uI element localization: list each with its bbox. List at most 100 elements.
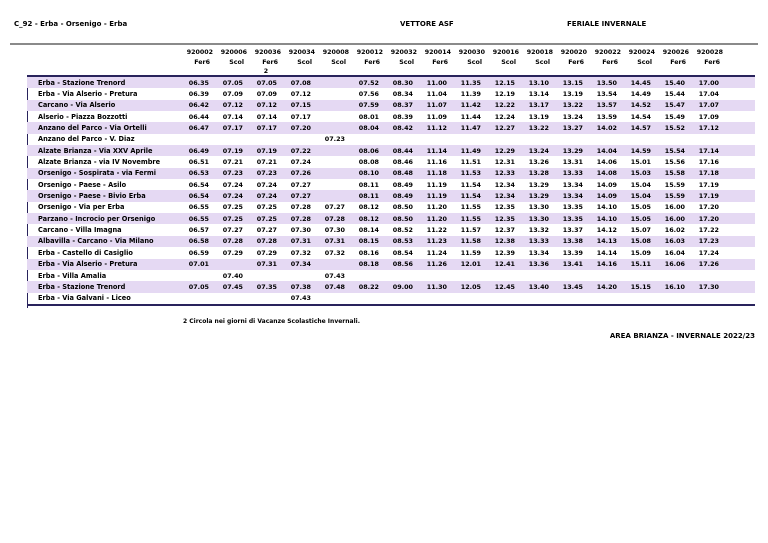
time-cell: 14.54 [630, 112, 651, 121]
time-cell [487, 270, 521, 281]
area-footer: AREA BRIANZA - INVERNALE 2022/23 [609, 332, 755, 340]
time-cell: 07.19 [256, 146, 277, 155]
time-cell: 08.22 [358, 282, 379, 291]
run-note-marker [555, 66, 589, 77]
time-cell: 07.24 [256, 180, 277, 189]
time-cell: 13.10 [528, 78, 549, 87]
time-cell: 14.14 [596, 248, 617, 257]
time-cell: 12.41 [494, 260, 515, 269]
time-cell: 07.24 [290, 158, 311, 167]
row-filler [725, 281, 755, 292]
run-note-marker [691, 66, 725, 77]
time-cell: 13.35 [562, 203, 583, 212]
run-day-type: Fer6 [262, 59, 278, 66]
time-cell: 17.12 [698, 124, 719, 133]
time-cell: 07.24 [222, 192, 243, 201]
time-cell: 13.37 [562, 226, 583, 235]
time-cell: 06.57 [188, 226, 209, 235]
time-cell: 14.06 [596, 158, 617, 167]
time-cell: 15.40 [664, 78, 685, 87]
time-cell [657, 134, 691, 145]
run-code: 920030 [458, 49, 485, 56]
time-cell: 07.23 [256, 169, 277, 178]
row-filler [725, 292, 755, 306]
stop-row: Alzate Brianza - via IV Novembre 06.51 07.… [27, 156, 755, 167]
time-cell: 06.51 [188, 158, 209, 167]
time-cell [555, 292, 589, 306]
time-cell: 13.30 [528, 214, 549, 223]
stop-row: Anzano del Parco - V. Diaz 07.23 [27, 134, 755, 145]
time-cell: 07.21 [222, 158, 243, 167]
row-filler [725, 111, 755, 122]
stop-name: Alserio - Piazza Bozzotti [38, 112, 128, 121]
row-filler [725, 156, 755, 167]
time-cell [453, 134, 487, 145]
time-cell: 08.11 [358, 180, 379, 189]
time-cell: 07.40 [222, 271, 243, 280]
time-cell: 15.01 [630, 158, 651, 167]
time-cell [249, 270, 283, 281]
time-cell: 07.24 [222, 180, 243, 189]
stop-row: Parzano - Incrocio per Orsenigo 06.55 07.2… [27, 213, 755, 225]
time-cell: 12.33 [494, 169, 515, 178]
time-cell [555, 270, 589, 281]
time-cell: 07.05 [256, 78, 277, 87]
stop-name: Anzano del Parco - Via Ortelli [38, 124, 147, 133]
time-cell: 14.02 [596, 124, 617, 133]
stop-row: Orsenigo - Sospirata - via Fermi 06.53 07.… [27, 167, 755, 180]
time-cell: 15.08 [630, 237, 651, 246]
row-filler [725, 76, 755, 88]
note-marker-row: 2 [27, 66, 755, 77]
time-cell: 08.53 [392, 237, 413, 246]
time-cell: 13.31 [562, 158, 583, 167]
time-cell: 08.30 [392, 78, 413, 87]
time-cell [487, 292, 521, 306]
time-cell: 13.32 [528, 226, 549, 235]
time-cell: 07.05 [222, 78, 243, 87]
time-cell: 17.19 [698, 180, 719, 189]
table-left-border [27, 77, 28, 308]
time-cell [521, 292, 555, 306]
day-type-row: Fer6 Scol Fer6 Scol Scol Fer6 Scol Fer6 Scol Scol… [27, 56, 755, 66]
time-cell: 09.00 [392, 282, 413, 291]
season-title: FERIALE INVERNALE [567, 20, 647, 28]
time-cell: 07.28 [324, 214, 345, 223]
time-cell: 11.19 [426, 180, 447, 189]
time-cell: 08.50 [392, 214, 413, 223]
time-cell [317, 88, 351, 99]
time-cell: 08.49 [392, 192, 413, 201]
time-cell: 07.09 [256, 90, 277, 99]
time-cell: 13.38 [562, 237, 583, 246]
time-cell: 08.37 [392, 101, 413, 110]
row-filler [725, 247, 755, 258]
time-cell: 11.20 [426, 214, 447, 223]
time-cell: 06.54 [188, 180, 209, 189]
time-cell: 17.07 [698, 101, 719, 110]
time-cell: 06.58 [188, 237, 209, 246]
time-cell: 06.54 [188, 192, 209, 201]
time-cell [623, 270, 657, 281]
row-filler [725, 145, 755, 156]
time-cell: 07.23 [324, 135, 345, 144]
header-spacer [27, 66, 181, 77]
time-cell [453, 292, 487, 306]
stop-row: Orsenigo - Paese - Bivio Erba 06.54 07.24 0… [27, 190, 755, 202]
run-day-type: Scol [229, 59, 244, 66]
time-cell: 16.06 [664, 260, 685, 269]
time-cell [181, 134, 215, 145]
run-code: 920034 [288, 49, 315, 56]
stop-row: Erba - Castello di Casiglio 06.59 07.29 07.… [27, 247, 755, 258]
stop-row: Anzano del Parco - Via Ortelli 06.47 07.17… [27, 122, 755, 134]
time-cell: 11.12 [426, 124, 447, 133]
run-note-marker [351, 66, 385, 77]
time-cell [317, 292, 351, 306]
stop-row: Erba - Villa Amalia 07.40 07.43 [27, 270, 755, 281]
time-cell: 12.37 [494, 226, 515, 235]
run-day-type: Scol [637, 59, 652, 66]
time-cell [215, 292, 249, 306]
time-cell [317, 100, 351, 111]
time-cell: 07.35 [256, 282, 277, 291]
run-code: 920008 [322, 49, 349, 56]
time-cell: 08.39 [392, 112, 413, 121]
time-cell: 13.22 [528, 124, 549, 133]
